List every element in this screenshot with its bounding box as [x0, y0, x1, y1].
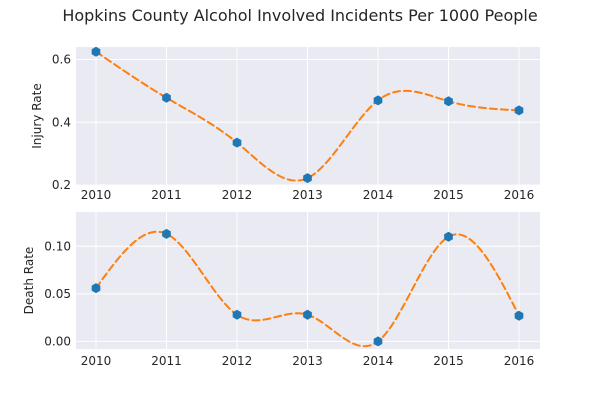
data-point [514, 105, 524, 116]
data-point [373, 336, 383, 347]
chart-title: Hopkins County Alcohol Involved Incident… [62, 6, 537, 25]
subplot-1: 2010 2011 2012 2013 2014 2015 2016 0.2 0.4 0.6 Inj… [30, 46, 540, 202]
x-tick-label: 2010 [81, 188, 112, 202]
data-point [444, 231, 453, 242]
y-tick-label: 0.10 [44, 239, 71, 253]
y-tick-label: 0.05 [44, 287, 71, 301]
data-point [444, 96, 453, 107]
data-point [162, 228, 171, 239]
x-tick-label: 2013 [292, 354, 323, 368]
data-point [232, 309, 242, 320]
data-point [162, 92, 171, 103]
data-point [373, 95, 383, 106]
y-tick-label: 0.4 [52, 115, 71, 129]
x-tick-label: 2016 [504, 188, 535, 202]
x-tick-label: 2012 [222, 354, 253, 368]
x-tick-label: 2014 [363, 354, 394, 368]
data-point [514, 310, 524, 321]
x-tick-label: 2010 [81, 354, 112, 368]
x-tick-label: 2013 [292, 188, 323, 202]
data-point [303, 173, 312, 184]
x-tick-label: 2015 [433, 354, 464, 368]
subplot-2: 2010 2011 2012 2013 2014 2015 2016 0.00 0.05 0.10… [22, 212, 540, 368]
x-tick-label: 2016 [504, 354, 535, 368]
x-tick-label: 2011 [151, 188, 182, 202]
data-point [232, 137, 242, 148]
x-tick-label: 2012 [222, 188, 253, 202]
data-point [91, 46, 101, 57]
x-tick-label: 2011 [151, 354, 182, 368]
data-point [303, 309, 312, 320]
y-tick-label: 0.6 [52, 53, 71, 67]
y-axis-label: Injury Rate [30, 83, 44, 148]
y-tick-label: 0.2 [52, 178, 71, 192]
x-tick-label: 2014 [363, 188, 394, 202]
y-axis-label: Death Rate [22, 247, 36, 315]
x-tick-label: 2015 [433, 188, 464, 202]
y-tick-label: 0.00 [44, 334, 71, 348]
data-point [91, 283, 101, 294]
